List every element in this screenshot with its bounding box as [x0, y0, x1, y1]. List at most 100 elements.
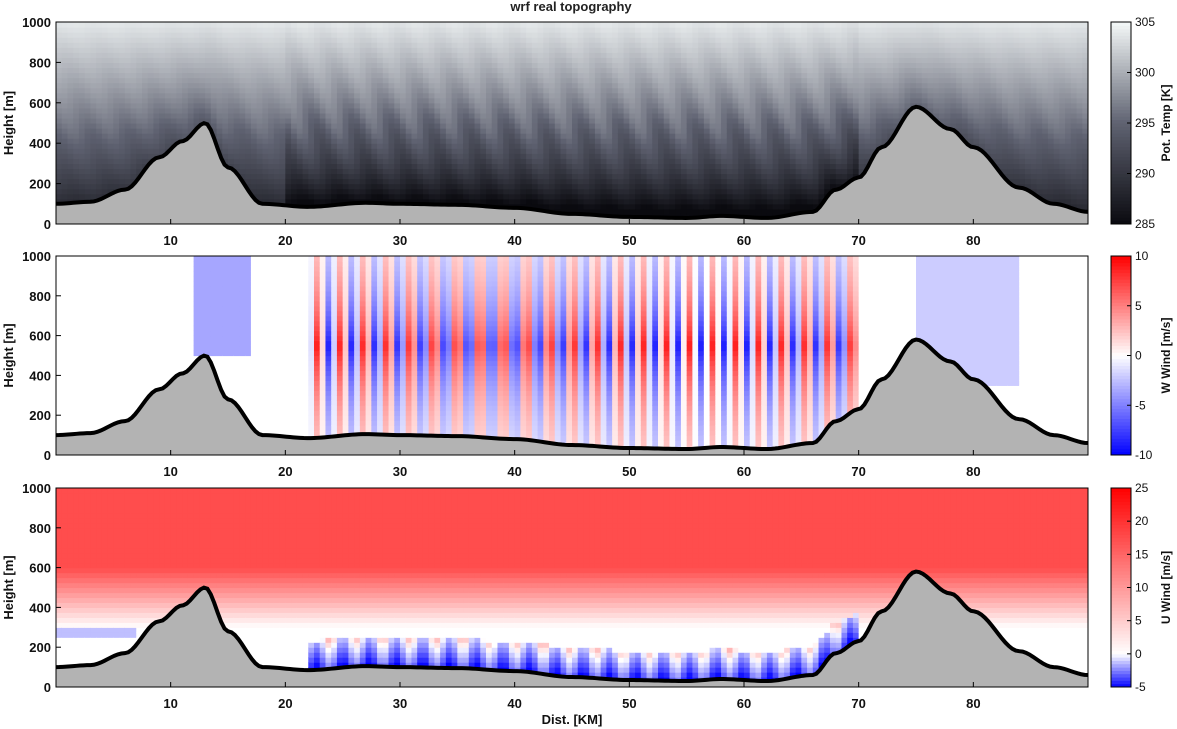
colorbar-segment [1111, 531, 1131, 535]
colorbar-segment [1111, 35, 1131, 40]
plot-frame [55, 21, 1089, 225]
colorbar-tick-label: 285 [1135, 217, 1155, 231]
y-tick-label: 0 [44, 680, 51, 695]
colorbar-segment [1111, 670, 1131, 675]
colorbar-segment [1111, 295, 1131, 300]
colorbar-segment [1111, 193, 1131, 198]
colorbar-segment [1111, 190, 1131, 195]
colorbar-segment [1111, 136, 1131, 141]
colorbar-segment [1111, 372, 1131, 376]
colorbar-segment [1111, 375, 1131, 380]
colorbar-segment [1111, 534, 1131, 539]
colorbar-segment [1111, 269, 1131, 274]
colorbar-segment [1111, 292, 1131, 297]
colorbar-segment [1111, 116, 1131, 121]
colorbar-segment [1111, 119, 1131, 124]
y-tick-label: 1000 [22, 481, 51, 496]
colorbar-segment [1111, 577, 1131, 582]
colorbar-segment [1111, 584, 1131, 588]
colorbar-segment [1111, 55, 1131, 60]
colorbar-segment [1111, 504, 1131, 509]
y-tick-label: 800 [29, 289, 51, 304]
colorbar-tick-label: 5 [1135, 299, 1142, 313]
panel-potential-temperature: 10 20 30 40 50 60 70 8002004006008001000Height … [1, 15, 1173, 248]
colorbar-segment [1111, 580, 1131, 585]
colorbar-segment [1111, 521, 1131, 525]
colorbar-segment [1111, 415, 1131, 420]
colorbar-segment [1111, 497, 1131, 502]
colorbar-segment [1111, 683, 1131, 688]
colorbar-segment [1111, 630, 1131, 635]
colorbar-segment [1111, 62, 1131, 67]
colorbar-segment [1111, 677, 1131, 681]
colorbar-segment [1111, 38, 1131, 43]
colorbar-segment [1111, 102, 1131, 107]
colorbar-segment [1111, 210, 1131, 215]
colorbar-segment [1111, 640, 1131, 645]
colorbar-tick-label: 20 [1135, 514, 1149, 528]
colorbar-segment [1111, 139, 1131, 144]
colorbar-segment [1111, 342, 1131, 347]
y-axis-label: Height [m] [1, 91, 16, 155]
colorbar-segment [1111, 660, 1131, 665]
colorbar-segment [1111, 610, 1131, 615]
x-tick-label: 10 [163, 464, 177, 479]
colorbar-tick-label: 10 [1135, 249, 1149, 263]
colorbar-segment [1111, 411, 1131, 416]
colorbar-segment [1111, 567, 1131, 572]
colorbar-segment [1111, 395, 1131, 400]
colorbar-segment [1111, 517, 1131, 522]
colorbar-segment [1111, 173, 1131, 178]
colorbar-segment [1111, 186, 1131, 191]
colorbar-segment [1111, 259, 1131, 264]
colorbar-segment [1111, 541, 1131, 545]
colorbar-segment [1111, 663, 1131, 668]
colorbar-segment [1111, 388, 1131, 393]
y-tick-label: 800 [29, 55, 51, 70]
colorbar-segment [1111, 547, 1131, 552]
colorbar-tick-label: 25 [1135, 481, 1149, 495]
colorbar-segment [1111, 123, 1131, 127]
colorbar-segment [1111, 401, 1131, 406]
colorbar-segment [1111, 600, 1131, 605]
colorbar-segment [1111, 72, 1131, 77]
colorbar-tick-label: -10 [1135, 448, 1153, 462]
colorbar-segment [1111, 657, 1131, 661]
colorbar-label: Pot. Temp [K] [1159, 84, 1173, 161]
x-tick-label: 20 [278, 233, 292, 248]
colorbar-segment [1111, 309, 1131, 313]
colorbar-segment [1111, 673, 1131, 678]
colorbar-segment [1111, 265, 1131, 270]
colorbar-segment [1111, 418, 1131, 423]
colorbar-segment [1111, 435, 1131, 439]
colorbar-segment [1111, 514, 1131, 519]
y-tick-label: 600 [29, 96, 51, 111]
colorbar-segment [1111, 85, 1131, 90]
colorbar-segment [1111, 551, 1131, 555]
colorbar-segment [1111, 143, 1131, 148]
colorbar-segment [1111, 163, 1131, 168]
colorbar-segment [1111, 428, 1131, 433]
colorbar-segment [1111, 527, 1131, 532]
colorbar-segment [1111, 488, 1131, 492]
colorbar-tick-label: 5 [1135, 614, 1142, 628]
colorbar-segment [1111, 405, 1131, 410]
colorbar-segment [1111, 408, 1131, 413]
colorbar-segment [1111, 352, 1131, 356]
colorbar-segment [1111, 75, 1131, 80]
colorbar-segment [1111, 25, 1131, 30]
colorbar-segment [1111, 69, 1131, 73]
colorbar-segment [1111, 170, 1131, 174]
colorbar-segment [1111, 256, 1131, 260]
colorbar-segment [1111, 65, 1131, 70]
y-axis-label: Height [m] [1, 555, 16, 619]
colorbar-segment [1111, 312, 1131, 317]
colorbar-horizontal-wind: -5 0 5 10 15 20 25 U Wind [m/s] [1110, 481, 1173, 694]
y-tick-label: 200 [29, 177, 51, 192]
colorbar-segment [1111, 574, 1131, 579]
colorbar-segment [1111, 524, 1131, 529]
x-tick-label: 60 [737, 464, 751, 479]
colorbar-segment [1111, 570, 1131, 575]
colorbar-segment [1111, 421, 1131, 426]
colorbar-segment [1111, 146, 1131, 151]
